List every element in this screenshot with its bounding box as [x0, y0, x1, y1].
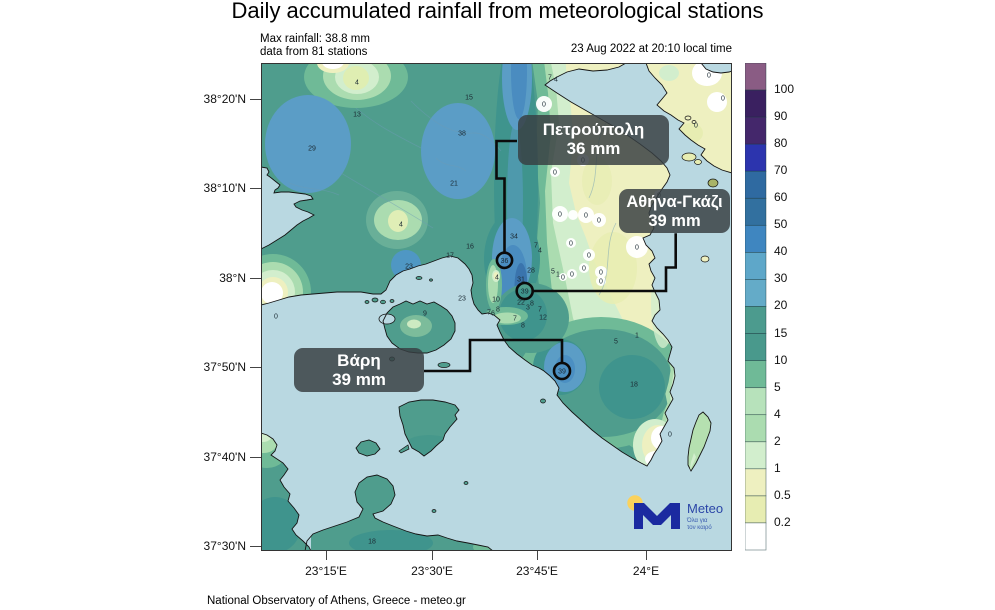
svg-text:15: 15 — [465, 95, 473, 102]
svg-text:38: 38 — [458, 131, 466, 138]
svg-text:0: 0 — [553, 170, 557, 177]
svg-text:Όλα για: Όλα για — [686, 518, 708, 524]
svg-text:0: 0 — [707, 73, 711, 80]
svg-text:16: 16 — [466, 244, 474, 251]
svg-text:1: 1 — [556, 272, 560, 279]
svg-text:23: 23 — [405, 264, 413, 271]
svg-text:7: 7 — [534, 243, 538, 250]
svg-text:39: 39 — [521, 289, 529, 296]
svg-text:23: 23 — [458, 296, 466, 303]
svg-text:3: 3 — [526, 305, 530, 312]
svg-text:4: 4 — [355, 80, 359, 87]
svg-text:5: 5 — [614, 339, 618, 346]
svg-text:18: 18 — [368, 539, 376, 546]
svg-text:7: 7 — [548, 75, 552, 82]
svg-text:34: 34 — [510, 234, 518, 241]
svg-text:6: 6 — [491, 311, 495, 318]
svg-text:13: 13 — [353, 112, 361, 119]
svg-text:5: 5 — [551, 269, 555, 276]
svg-text:7: 7 — [538, 307, 542, 314]
svg-text:12: 12 — [539, 315, 547, 322]
svg-text:8: 8 — [530, 301, 534, 308]
svg-text:0: 0 — [558, 212, 562, 219]
svg-text:4: 4 — [399, 222, 403, 229]
svg-text:31: 31 — [517, 277, 525, 284]
svg-text:0: 0 — [542, 102, 546, 109]
svg-text:0: 0 — [569, 241, 573, 248]
svg-text:36: 36 — [501, 258, 509, 265]
svg-text:29: 29 — [308, 146, 316, 153]
svg-text:0: 0 — [599, 270, 603, 277]
svg-text:7: 7 — [513, 316, 517, 323]
svg-text:0: 0 — [694, 123, 698, 130]
svg-text:0: 0 — [635, 245, 639, 252]
svg-text:0: 0 — [582, 266, 586, 273]
svg-text:0: 0 — [668, 432, 672, 439]
svg-text:Meteo: Meteo — [687, 501, 723, 516]
svg-text:0: 0 — [570, 272, 574, 279]
svg-text:1: 1 — [635, 333, 639, 340]
svg-text:0: 0 — [587, 253, 591, 260]
svg-text:7: 7 — [487, 310, 491, 317]
svg-text:8: 8 — [496, 307, 500, 314]
svg-text:0: 0 — [274, 314, 278, 321]
svg-text:4: 4 — [495, 275, 499, 282]
svg-text:4: 4 — [538, 248, 542, 255]
svg-text:18: 18 — [630, 382, 638, 389]
svg-text:0: 0 — [599, 279, 603, 286]
svg-text:17: 17 — [446, 253, 454, 260]
svg-text:0: 0 — [721, 96, 725, 103]
svg-text:9: 9 — [423, 311, 427, 318]
svg-text:39: 39 — [558, 369, 566, 376]
svg-text:0: 0 — [597, 218, 601, 225]
svg-text:10: 10 — [492, 297, 500, 304]
svg-text:4: 4 — [554, 77, 558, 84]
svg-text:28: 28 — [527, 268, 535, 275]
svg-text:8: 8 — [521, 323, 525, 330]
svg-text:0: 0 — [561, 275, 565, 282]
svg-text:τον καιρό: τον καιρό — [687, 524, 712, 531]
svg-text:21: 21 — [450, 181, 458, 188]
svg-text:0: 0 — [584, 213, 588, 220]
svg-text:22: 22 — [517, 300, 525, 307]
